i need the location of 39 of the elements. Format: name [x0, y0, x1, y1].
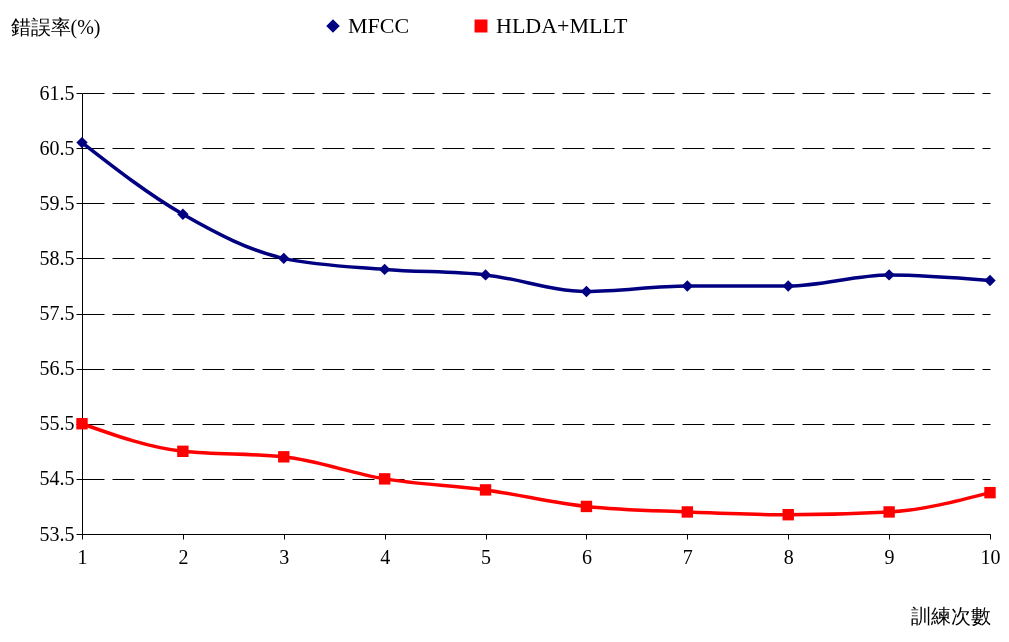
legend-label: HLDA+MLLT	[496, 13, 628, 38]
x-tick-label: 8	[783, 545, 794, 568]
point	[177, 445, 189, 458]
y-tick-label: 58.5	[39, 246, 75, 269]
x-tick-label: 6	[581, 545, 592, 568]
y-tick-label: 53.5	[39, 522, 75, 545]
y-tick-label: 61.5	[39, 81, 75, 104]
legend-label: MFCC	[348, 13, 410, 38]
x-axis-title: 訓練次數	[910, 604, 991, 627]
point	[278, 451, 290, 463]
y-tick-label: 54.5	[39, 467, 75, 490]
x-tick-label: 2	[178, 545, 189, 568]
x-tick-label: 7	[682, 545, 693, 568]
x-tick-label: 3	[279, 545, 290, 568]
point	[883, 269, 895, 281]
point	[378, 473, 391, 485]
y-tick-label: 57.5	[39, 302, 75, 324]
point	[177, 208, 189, 220]
x-tick-label: 4	[380, 545, 391, 568]
point	[76, 136, 88, 149]
point	[479, 484, 492, 496]
y-tick-label: 59.5	[39, 191, 75, 214]
point	[76, 418, 88, 430]
x-tick-label: 1	[77, 545, 88, 568]
point	[681, 506, 694, 518]
x-tick-label: 5	[481, 545, 492, 568]
point	[580, 500, 593, 513]
y-tick-label: 55.5	[39, 412, 75, 435]
y-tick-label: 60.5	[39, 136, 75, 159]
y-tick-label: 56.5	[39, 357, 75, 380]
point	[782, 509, 794, 521]
x-tick-label: 9	[884, 545, 895, 568]
point	[883, 506, 895, 518]
y-axis-title: 錯誤率(%)	[10, 15, 101, 39]
x-tick-label: 10	[980, 545, 1001, 568]
point	[984, 274, 996, 287]
point	[984, 486, 996, 499]
point	[278, 252, 290, 265]
point	[782, 280, 794, 292]
